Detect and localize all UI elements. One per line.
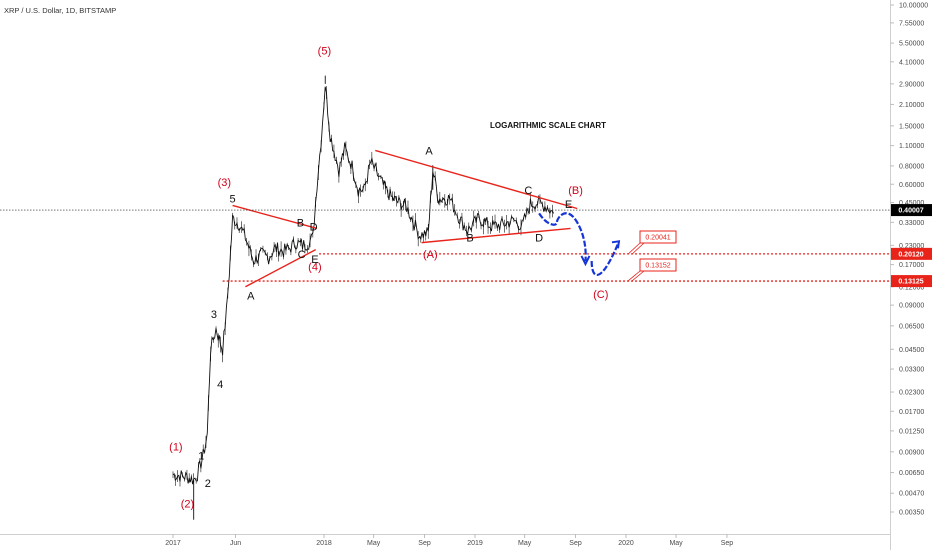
plot-area — [172, 75, 554, 520]
y-tick-label: 0.06500 — [899, 323, 924, 330]
wave-label: B — [466, 233, 473, 245]
support-level-box — [891, 275, 932, 288]
projection-arrowhead — [611, 240, 621, 249]
y-tick-label: 0.01250 — [899, 428, 924, 435]
support-level-box — [891, 247, 932, 260]
y-tick-label: 2.90000 — [899, 81, 924, 88]
y-tick-label: 4.10000 — [899, 59, 924, 66]
current-price-label: 0.40007 — [898, 208, 923, 215]
target-leader — [631, 242, 645, 255]
x-tick-label: 2020 — [618, 540, 634, 547]
y-tick-label: 0.09000 — [899, 303, 924, 310]
y-tick-label: 0.02300 — [899, 390, 924, 397]
current-price-box — [891, 204, 932, 217]
y-tick-label: 0.01700 — [899, 409, 924, 416]
wave-label: 5 — [230, 193, 236, 205]
trendline — [245, 249, 317, 288]
x-tick-label: 2018 — [316, 540, 332, 547]
target-leader — [627, 242, 641, 255]
y-tick-label: 1.10000 — [899, 143, 924, 150]
wave-label: D — [310, 221, 318, 233]
y-tick-label: 1.50000 — [899, 123, 924, 130]
target-box — [639, 230, 677, 244]
wave-label: (5) — [318, 45, 331, 57]
price-line — [172, 86, 554, 485]
support-level-label: 0.13125 — [898, 279, 923, 286]
projection-path — [538, 212, 621, 276]
target-label: 0.13152 — [645, 263, 670, 270]
y-tick-label: 0.03300 — [899, 367, 924, 374]
wave-label: 3 — [211, 309, 217, 321]
target-leader — [627, 270, 641, 282]
x-tick-label: May — [518, 540, 532, 547]
x-tick-label: 2019 — [467, 540, 483, 547]
wave-label: 1 — [198, 450, 204, 462]
wave-label: B — [297, 217, 304, 229]
y-tick-label: 0.00470 — [899, 491, 924, 498]
x-tick-label: Sep — [569, 540, 582, 547]
wave-label: (2) — [181, 498, 194, 510]
y-tick-label: 0.00350 — [899, 510, 924, 517]
y-tick-label: 0.12000 — [899, 284, 924, 291]
y-tick-label: 0.60000 — [899, 182, 924, 189]
wave-label: (A) — [423, 249, 438, 261]
target-leader — [631, 270, 645, 282]
y-tick-label: 7.55000 — [899, 20, 924, 27]
chart-annotation: LOGARITHMIC SCALE CHART — [490, 121, 606, 130]
target-box — [639, 258, 677, 272]
y-tick-label: 5.50000 — [899, 41, 924, 48]
x-tick-label: May — [367, 540, 381, 547]
wave-label: A — [425, 145, 433, 157]
y-tick-label: 0.17000 — [899, 262, 924, 269]
trendlines — [232, 149, 578, 288]
wave-label: (3) — [218, 177, 231, 189]
wave-label: (1) — [169, 441, 182, 453]
wave-label: D — [535, 233, 543, 245]
trendline — [232, 204, 318, 230]
y-tick-label: 0.04500 — [899, 347, 924, 354]
y-tick-label: 0.00650 — [899, 470, 924, 477]
wave-label: A — [247, 290, 255, 302]
x-tick-label: Jun — [230, 540, 241, 547]
support-level-label: 0.20120 — [898, 251, 923, 258]
x-tick-label: 2017 — [165, 540, 181, 547]
y-tick-label: 0.33000 — [899, 220, 924, 227]
chart-title: XRP / U.S. Dollar, 1D, BITSTAMP — [4, 6, 116, 15]
y-tick-label: 0.23000 — [899, 243, 924, 250]
wave-label: C — [524, 185, 532, 197]
wave-label: C — [298, 249, 306, 261]
wave-label: E — [565, 199, 572, 211]
price-levels: 0.40007 0.20120 0.13125 — [0, 204, 932, 288]
y-tick-label: 10.00000 — [899, 3, 928, 10]
y-tick-label: 0.00900 — [899, 449, 924, 456]
wave-label: (4) — [308, 262, 321, 274]
y-tick-label: 0.45000 — [899, 200, 924, 207]
wave-label: (B) — [568, 185, 583, 197]
target-boxes: 0.20041 0.13152 — [627, 230, 677, 282]
y-tick-label: 2.10000 — [899, 102, 924, 109]
trendline — [421, 227, 571, 244]
wave-label: E — [311, 254, 318, 266]
projection-curve — [590, 240, 620, 276]
target-label: 0.20041 — [645, 235, 670, 242]
x-tick-label: May — [669, 540, 683, 547]
projection-arrowhead — [580, 255, 591, 267]
x-tick-label: Sep — [418, 540, 431, 547]
wave-label: (C) — [593, 289, 608, 301]
wave-label: 4 — [217, 379, 223, 391]
trendline — [375, 149, 578, 210]
y-axis[interactable]: 10.00000 7.55000 5.50000 4.10000 2.90000 2.10… — [890, 3, 928, 517]
wave-label: 2 — [205, 478, 211, 490]
x-axis[interactable]: 2017 Jun 2018 May Sep 2019 May Sep 2020 May Sep — [165, 534, 733, 547]
projection-curve — [538, 212, 587, 262]
x-tick-label: Sep — [721, 540, 734, 547]
y-tick-label: 0.80000 — [899, 163, 924, 170]
